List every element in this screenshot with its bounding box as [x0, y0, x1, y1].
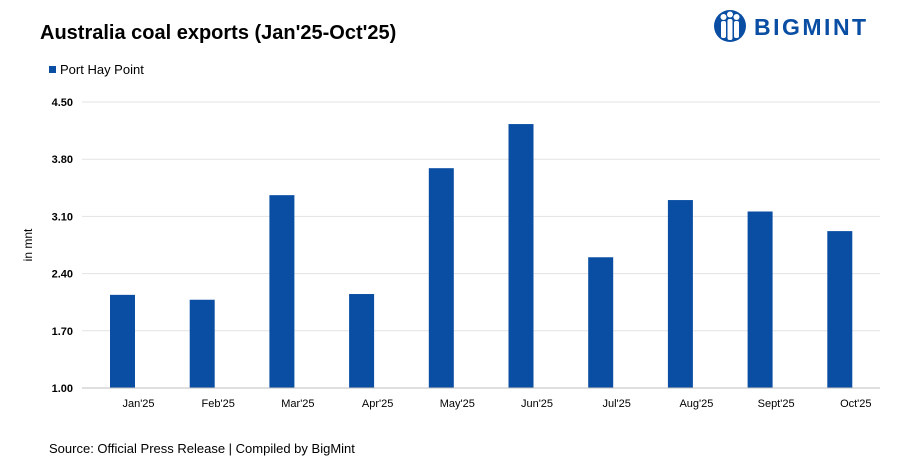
bar	[508, 124, 534, 388]
bar	[747, 211, 773, 388]
bar	[667, 200, 693, 388]
x-tick-label: May'25	[440, 398, 475, 410]
logo-wordmark: BIGMINT	[754, 14, 869, 40]
x-tick-label: Mar'25	[281, 398, 314, 410]
bar	[110, 294, 135, 388]
y-tick-label: 3.80	[52, 154, 73, 166]
x-tick-label: Aug'25	[679, 398, 713, 410]
chart-legend: Port Hay Point	[49, 62, 144, 77]
y-tick-label: 3.10	[52, 211, 73, 223]
legend-label: Port Hay Point	[60, 62, 144, 77]
bigmint-logo: BIGMINT	[712, 8, 897, 44]
y-tick-label: 1.70	[52, 326, 73, 338]
x-tick-label: Sept'25	[758, 398, 795, 410]
bar	[269, 195, 295, 388]
x-tick-label: Jun'25	[521, 398, 553, 410]
gridlines	[82, 101, 880, 332]
x-tick-label: Apr'25	[362, 398, 393, 410]
y-tick-label: 1.00	[52, 383, 73, 395]
bar	[189, 299, 215, 388]
y-tick-label: 2.40	[52, 269, 73, 281]
bar	[349, 294, 375, 388]
x-tick-label: Oct'25	[840, 398, 871, 410]
source-note: Source: Official Press Release | Compile…	[49, 441, 355, 456]
bars	[110, 124, 853, 388]
y-axis-ticks: 1.00 1.70 2.40 3.10 3.80 4.50	[52, 97, 73, 395]
y-tick-label: 4.50	[52, 97, 73, 109]
logo-emblem-icon	[714, 10, 746, 42]
bar	[428, 168, 454, 388]
x-axis-ticks: Jan'25 Feb'25 Mar'25 Apr'25 May'25 Jun'25 Jul'…	[122, 398, 871, 410]
bar	[588, 257, 614, 388]
chart-title: Australia coal exports (Jan'25-Oct'25)	[40, 22, 397, 44]
x-tick-label: Jul'25	[602, 398, 630, 410]
x-tick-label: Feb'25	[202, 398, 235, 410]
y-axis-label: in mnt	[21, 228, 35, 261]
legend-swatch	[49, 66, 56, 73]
bar	[827, 231, 853, 388]
x-tick-label: Jan'25	[122, 398, 154, 410]
